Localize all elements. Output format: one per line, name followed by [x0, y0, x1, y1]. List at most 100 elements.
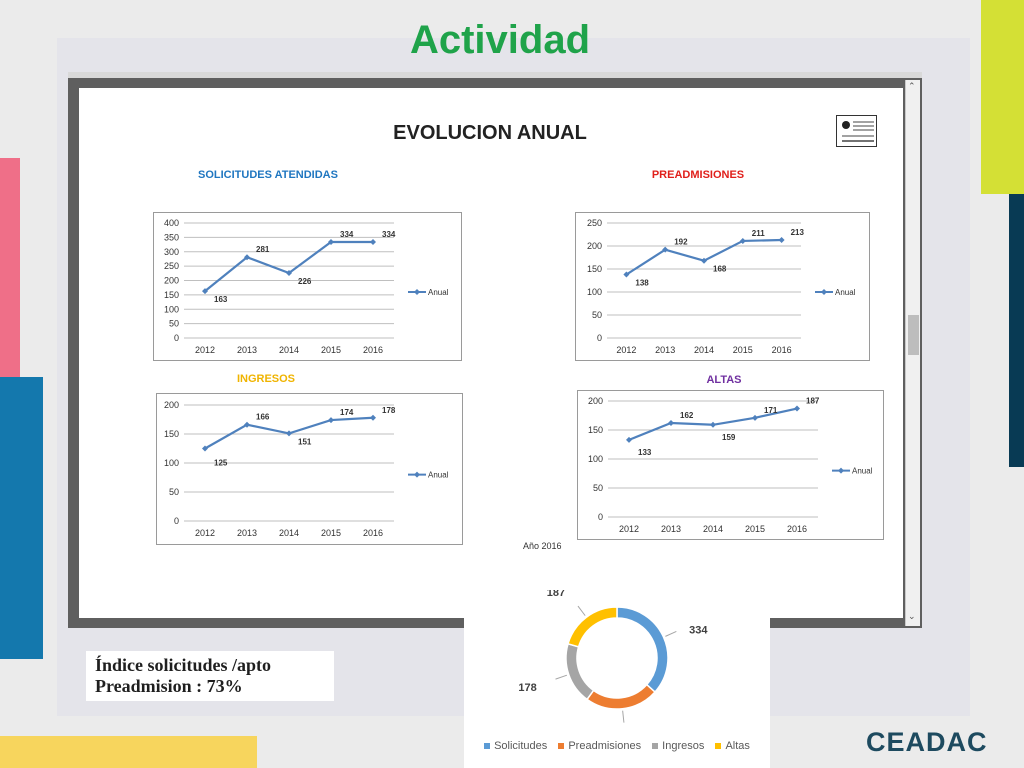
x-tick-label: 2016 — [787, 524, 807, 534]
x-tick-label: 2014 — [279, 345, 299, 355]
y-tick-label: 100 — [164, 304, 179, 314]
y-tick-label: 250 — [587, 218, 602, 228]
x-tick-label: 2014 — [703, 524, 723, 534]
y-tick-label: 150 — [164, 290, 179, 300]
x-tick-label: 2014 — [694, 345, 714, 355]
donut-leader-line — [577, 605, 586, 616]
data-point — [739, 237, 746, 244]
legend-label: Preadmisiones — [568, 740, 642, 752]
y-tick-label: 50 — [169, 319, 179, 329]
index-line-2: Preadmision : 73% — [95, 676, 243, 696]
y-tick-label: 100 — [588, 454, 603, 464]
y-tick-label: 150 — [587, 264, 602, 274]
data-point — [286, 430, 292, 437]
chart-title-preadmisiones: PREADMISIONES — [651, 169, 745, 181]
data-label: 334 — [382, 230, 396, 239]
scroll-thumb[interactable] — [908, 315, 919, 355]
data-point — [244, 421, 250, 428]
institution-logo-icon — [836, 115, 877, 147]
legend-marker — [414, 471, 420, 478]
data-label: 133 — [638, 448, 652, 457]
data-point — [328, 238, 334, 245]
donut-leader-line — [622, 710, 625, 723]
legend-marker — [821, 289, 827, 295]
data-point — [244, 254, 250, 261]
y-tick-label: 100 — [587, 287, 602, 297]
legend-marker — [414, 289, 420, 295]
chart-solicitudes: 0 50 100 150 200 250 300 350 400 2012 2013 2014 2015… — [153, 212, 462, 361]
donut-chart-card: 334213178187 Solicitudes Preadmisiones I… — [464, 587, 770, 768]
x-tick-label: 2013 — [237, 345, 257, 355]
data-point — [710, 421, 716, 428]
y-tick-label: 200 — [587, 241, 602, 251]
y-tick-label: 350 — [164, 232, 179, 242]
data-point — [626, 436, 632, 443]
y-tick-label: 200 — [164, 276, 179, 286]
scroll-up-arrow-icon[interactable]: ⌃ — [908, 82, 916, 92]
x-tick-label: 2016 — [772, 345, 792, 355]
donut-chart: 334213178187 — [518, 587, 708, 754]
ceadac-logo: CEADAC — [866, 727, 988, 757]
legend-label: Anual — [835, 288, 856, 297]
donut-slice — [567, 606, 618, 648]
data-point — [623, 271, 630, 278]
y-tick-label: 200 — [164, 400, 179, 410]
data-label: 138 — [635, 279, 649, 288]
donut-slice — [565, 642, 595, 701]
chart-preadmisiones: 0 50 100 150 200 250 2012 2013 2014 2015 2016 138 19… — [575, 212, 870, 361]
chart-ingresos: 0 50 100 150 200 2012 2013 2014 2015 2016 125 166 15… — [156, 393, 463, 545]
x-tick-label: 2015 — [321, 528, 341, 538]
data-label: 211 — [752, 229, 765, 238]
data-label: 166 — [256, 413, 270, 422]
donut-legend: Solicitudes Preadmisiones Ingresos Altas — [464, 740, 770, 752]
y-tick-label: 200 — [588, 396, 603, 406]
line-chart-svg: 0 50 100 150 200 2012 2013 2014 2015 2016 125 166 15… — [164, 400, 449, 538]
legend-label: Ingresos — [662, 740, 705, 752]
data-label: 171 — [764, 406, 778, 415]
y-tick-label: 300 — [164, 247, 179, 257]
y-tick-label: 150 — [164, 429, 179, 439]
legend-entry-preadmisiones: Preadmisiones — [558, 740, 641, 752]
line-chart-svg: 0 50 100 150 200 250 300 350 400 2012 2013 2014 2015… — [164, 218, 449, 355]
blue-side-bar — [0, 377, 43, 659]
data-label: 151 — [298, 437, 312, 446]
legend-entry-altas: Altas — [715, 740, 750, 752]
data-point — [370, 414, 376, 421]
data-label: 168 — [713, 265, 727, 274]
data-label: 159 — [722, 433, 736, 442]
pink-side-bar — [0, 158, 20, 378]
legend-label: Anual — [852, 467, 873, 476]
legend-entry-solicitudes: Solicitudes — [484, 740, 547, 752]
data-label: 213 — [791, 228, 805, 237]
x-tick-label: 2015 — [745, 524, 765, 534]
data-point — [662, 246, 669, 253]
sheet-title: EVOLUCION ANUAL — [393, 122, 587, 144]
y-tick-label: 0 — [597, 333, 602, 343]
data-point — [794, 405, 800, 412]
data-label: 187 — [806, 397, 820, 406]
data-point — [668, 420, 674, 427]
chart-title-ingresos: INGRESOS — [236, 373, 296, 385]
scroll-down-arrow-icon[interactable]: ⌄ — [908, 612, 916, 622]
year-label: Año 2016 — [523, 541, 562, 551]
x-tick-label: 2012 — [195, 528, 215, 538]
y-tick-label: 400 — [164, 218, 179, 228]
line-chart-svg: 0 50 100 150 200 250 2012 2013 2014 2015 2016 138 19… — [587, 218, 856, 355]
y-tick-label: 50 — [592, 310, 602, 320]
data-point — [778, 237, 785, 244]
legend-label: Solicitudes — [494, 740, 548, 752]
data-label: 125 — [214, 459, 228, 468]
y-tick-label: 50 — [169, 487, 179, 497]
donut-slice — [616, 606, 669, 694]
y-tick-label: 0 — [174, 516, 179, 526]
y-tick-label: 250 — [164, 261, 179, 271]
x-tick-label: 2013 — [655, 345, 675, 355]
data-point — [328, 417, 334, 424]
vertical-scrollbar[interactable]: ⌃ ⌄ — [905, 80, 920, 626]
data-point — [370, 238, 376, 245]
data-label: 162 — [680, 411, 694, 420]
data-point — [286, 270, 292, 277]
data-label: 192 — [674, 238, 688, 247]
y-tick-label: 150 — [588, 425, 603, 435]
